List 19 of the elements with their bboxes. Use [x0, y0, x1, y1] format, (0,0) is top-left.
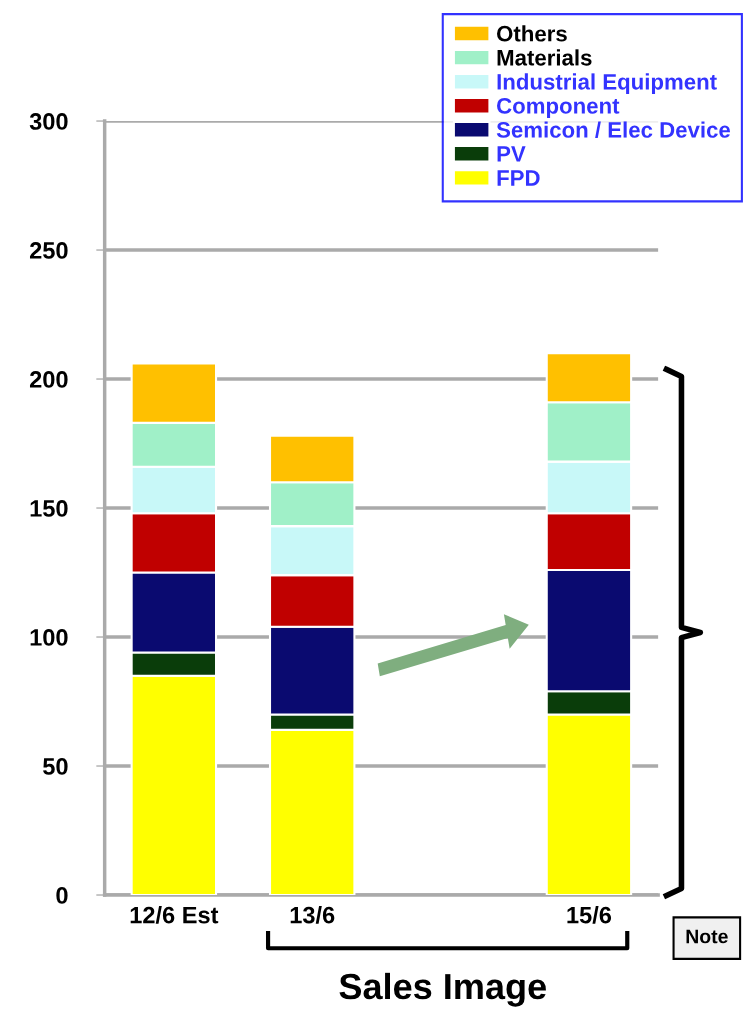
x-tick-label: 15/6 [567, 906, 612, 924]
y-tick-label: 300 [29, 113, 68, 130]
legend-label: Component [497, 97, 620, 119]
x-tick-label: 13/6 [290, 906, 335, 924]
legend-label: Industrial Equipment [497, 73, 717, 95]
y-tick-label: 250 [29, 242, 68, 259]
x-tick-label: 12/6 Est [130, 906, 219, 924]
text: Note [686, 929, 728, 944]
legend-label: PV [497, 146, 526, 162]
y-tick-label: 50 [43, 758, 68, 775]
legend-label: Others [497, 25, 567, 42]
y-tick-label: 100 [30, 629, 68, 646]
text: Sales Image [339, 972, 546, 1007]
legend-label: FPD [497, 170, 540, 186]
y-tick-label: 150 [30, 500, 68, 517]
y-tick-label: 200 [29, 371, 68, 388]
y-tick-label: 0 [56, 887, 68, 904]
legend-label: Materials [497, 49, 592, 66]
legend-label: Semicon / Elec Device [496, 121, 731, 138]
